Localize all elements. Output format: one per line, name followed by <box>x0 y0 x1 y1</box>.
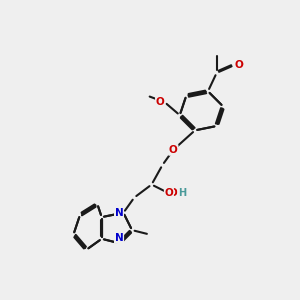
Text: O: O <box>156 97 165 107</box>
Text: N: N <box>115 208 123 218</box>
Text: O: O <box>156 97 165 107</box>
Text: O: O <box>169 145 178 155</box>
Text: H: H <box>178 188 186 198</box>
Text: N: N <box>115 233 123 243</box>
Text: O: O <box>234 60 243 70</box>
Text: N: N <box>115 208 123 218</box>
Text: O: O <box>169 188 178 198</box>
Text: O: O <box>165 188 173 198</box>
Text: O: O <box>169 145 178 155</box>
Text: O: O <box>234 60 243 70</box>
Text: N: N <box>115 233 123 243</box>
Text: O: O <box>169 188 178 198</box>
Text: H: H <box>178 188 186 198</box>
Text: O: O <box>165 188 173 198</box>
